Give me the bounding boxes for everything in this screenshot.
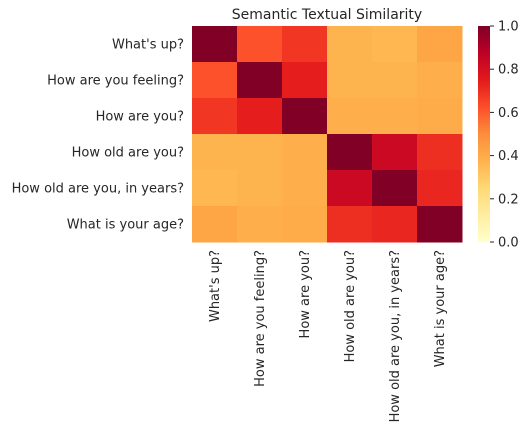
heatmap-cell [282,62,328,99]
heatmap-cell [417,206,463,243]
heatmap-cell [372,26,418,63]
heatmap-cell [237,206,283,243]
heatmap-cell [372,62,418,99]
heatmap-cell [237,26,283,63]
heatmap-cell [372,134,418,171]
heatmap-cell [327,206,373,243]
heatmap-cell [237,62,283,99]
heatmap-cell [372,206,418,243]
heatmap-cell [237,170,283,207]
colorbar-ticks: 0.0 0.2 0.4 0.6 0.8 1.0 [490,20,519,251]
column-labels: What's up? How are you feeling? How are yo… [208,250,448,422]
heatmap-cell [417,170,463,207]
heatmap-cell [282,206,328,243]
heatmap-cell [192,98,238,135]
colorbar-tick-label: 0.6 [498,106,519,121]
heatmap-cell [327,134,373,171]
heatmap-cell [417,26,463,63]
heatmap-cell [417,134,463,171]
row-label: How old are you? [72,146,184,161]
column-label: How are you? [298,250,313,338]
colorbar-tick-label: 0.0 [498,236,519,251]
heatmap-cell [372,98,418,135]
heatmap-cell [282,170,328,207]
heatmap-cell [192,26,238,63]
heatmap-cell [282,98,328,135]
heatmap-cells [192,26,463,243]
heatmap-cell [417,98,463,135]
column-label: What's up? [208,250,223,322]
heatmap-cell [327,26,373,63]
column-label: How are you feeling? [253,250,268,387]
row-label: How are you feeling? [47,74,184,89]
row-label: What is your age? [67,218,184,233]
chart-title: Semantic Textual Similarity [232,7,422,23]
heatmap-cell [192,62,238,99]
heatmap-cell [327,62,373,99]
column-label: What is your age? [433,250,448,367]
heatmap-cell [282,26,328,63]
colorbar-tick-label: 0.2 [498,192,519,207]
colorbar-tick-label: 0.8 [498,63,519,78]
colorbar-tick-label: 1.0 [498,20,519,35]
row-label: How are you? [96,110,184,125]
row-labels: What's up? How are you feeling? How are yo… [12,38,184,233]
column-label: How old are you, in years? [388,250,403,422]
heatmap-cell [237,98,283,135]
heatmap-cell [372,170,418,207]
heatmap-cell [192,170,238,207]
row-label: How old are you, in years? [12,182,184,197]
column-label: How old are you? [343,250,358,362]
row-label: What's up? [112,38,184,53]
heatmap-cell [237,134,283,171]
heatmap-cell [327,98,373,135]
heatmap-cell [327,170,373,207]
heatmap-cell [282,134,328,171]
heatmap-cell [192,206,238,243]
colorbar [478,26,490,242]
heatmap-cell [417,62,463,99]
heatmap-cell [192,134,238,171]
colorbar-tick-label: 0.4 [498,149,519,164]
